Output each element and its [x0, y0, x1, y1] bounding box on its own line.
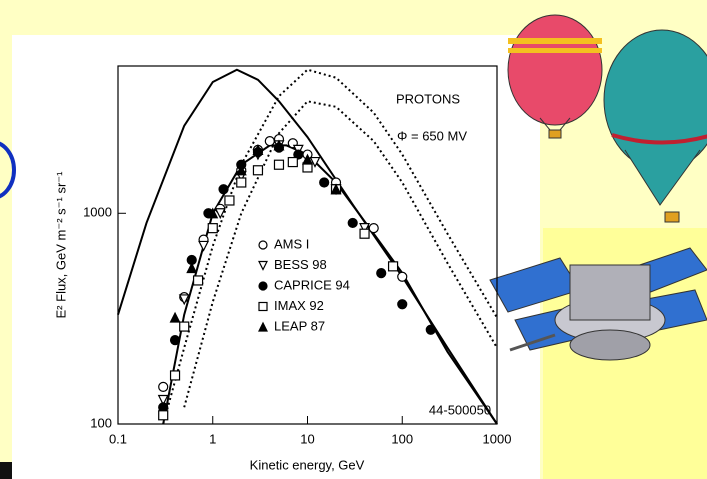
data-point: [236, 177, 247, 188]
y-tick-label: 1000: [83, 205, 112, 220]
legend-marker: [258, 281, 268, 291]
data-point: [214, 208, 226, 220]
satellite: [489, 247, 707, 361]
data-point: [169, 370, 181, 381]
data-point: [179, 321, 190, 332]
data-point: [235, 164, 247, 176]
data-point: [252, 144, 264, 155]
legend-marker: [258, 240, 268, 250]
data-point: [387, 261, 399, 272]
data-point: [264, 136, 275, 147]
legend-label: AMS I: [274, 236, 309, 251]
model-curve: [162, 68, 498, 425]
data-point: [157, 394, 169, 406]
data-point: [302, 153, 313, 165]
legend-label: LEAP 87: [274, 318, 325, 333]
data-point: [207, 223, 218, 234]
y-tick-label: 100: [90, 415, 112, 430]
data-point: [347, 217, 358, 229]
data-point: [192, 275, 204, 286]
legend-label: CAPRICE 94: [274, 277, 350, 292]
data-point: [273, 139, 285, 151]
data-point: [224, 195, 235, 206]
x-tick-label: 0.1: [109, 431, 127, 446]
data-point: [252, 165, 264, 176]
data-point: [425, 324, 436, 335]
data-point: [169, 311, 181, 323]
teal-balloon: [603, 29, 707, 223]
x-axis-label: Kinetic energy, GeV: [250, 457, 365, 472]
corner-block: [0, 462, 12, 479]
x-tick-label: 1000: [483, 431, 512, 446]
model-curve: [117, 68, 498, 425]
data-point: [186, 262, 198, 274]
y-axis-label: E² Flux, GeV m⁻² s⁻¹ sr⁻¹: [53, 171, 68, 319]
data-point: [397, 271, 408, 282]
data-point: [293, 149, 304, 160]
data-point: [319, 177, 330, 188]
data-point: [198, 240, 210, 252]
legend-marker: [258, 301, 268, 312]
data-point: [330, 183, 342, 195]
data-point: [287, 156, 298, 168]
blue-ring: [0, 141, 16, 199]
annotation: 44-500050: [429, 402, 491, 417]
data-point: [376, 268, 387, 279]
annotation: PROTONS: [396, 91, 460, 106]
data-point: [397, 299, 408, 310]
data-point: [178, 294, 190, 306]
data-point: [169, 335, 181, 346]
model-curve: [183, 100, 498, 408]
x-tick-label: 1: [209, 431, 216, 446]
legend-label: BESS 98: [274, 257, 327, 272]
red-balloon: [507, 14, 603, 139]
data-point: [309, 156, 321, 168]
data-point: [368, 223, 379, 234]
legend-label: IMAX 92: [274, 298, 324, 313]
data-point: [359, 228, 370, 239]
data-point: [158, 410, 169, 421]
x-tick-label: 100: [391, 431, 413, 446]
data-point: [207, 207, 219, 219]
x-tick-label: 10: [300, 431, 314, 446]
data-point: [218, 184, 229, 195]
data-point: [273, 159, 285, 170]
legend-marker: [258, 260, 268, 271]
legend-marker: [258, 321, 268, 332]
annotation: Φ = 650 MV: [397, 128, 467, 143]
chart-panel: [12, 35, 540, 479]
data-point: [359, 223, 371, 234]
data-point: [158, 381, 169, 392]
